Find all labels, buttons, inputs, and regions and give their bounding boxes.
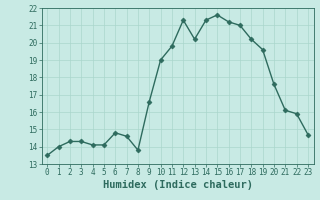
X-axis label: Humidex (Indice chaleur): Humidex (Indice chaleur) (103, 180, 252, 190)
